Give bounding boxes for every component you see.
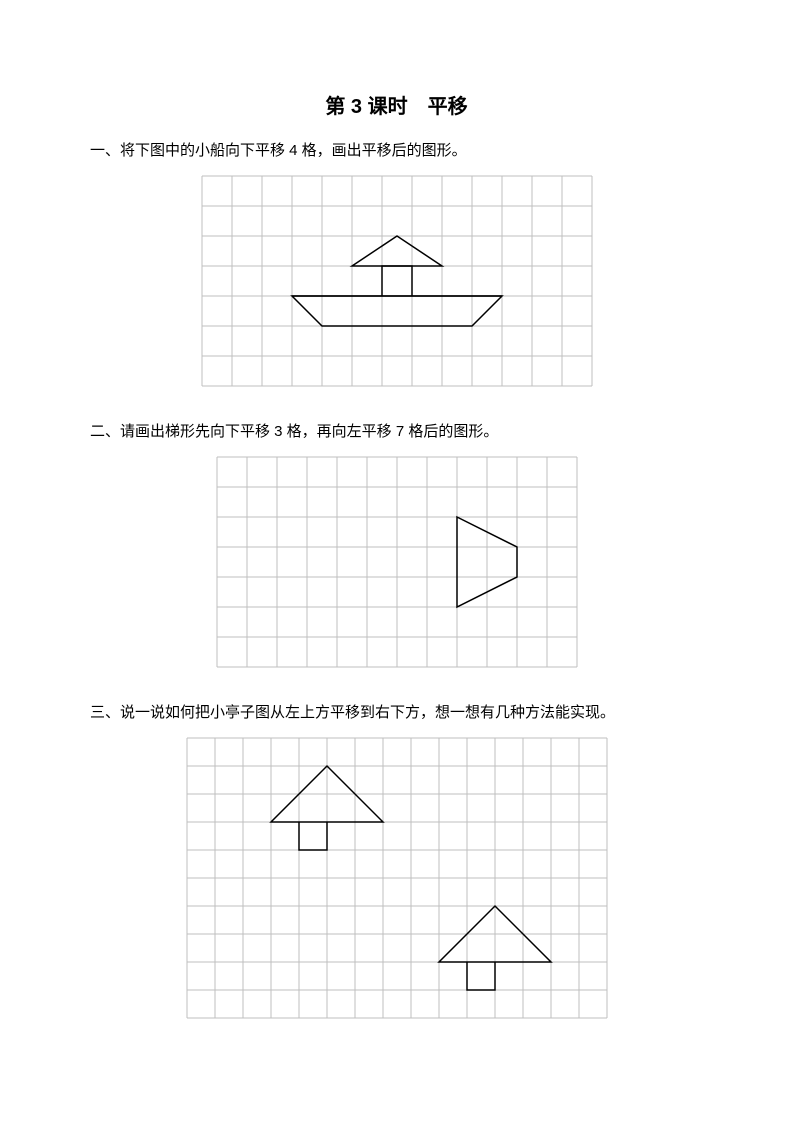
figure-3-wrap bbox=[90, 737, 703, 1024]
figure-1-wrap bbox=[90, 175, 703, 392]
figure-1 bbox=[201, 175, 593, 387]
question-1: 一、将下图中的小船向下平移 4 格，画出平移后的图形。 bbox=[90, 139, 703, 163]
figure-2 bbox=[216, 456, 578, 668]
page-title: 第 3 课时 平移 bbox=[90, 90, 703, 119]
question-2: 二、请画出梯形先向下平移 3 格，再向左平移 7 格后的图形。 bbox=[90, 420, 703, 444]
figure-3 bbox=[186, 737, 608, 1019]
figure-2-wrap bbox=[90, 456, 703, 673]
question-3: 三、说一说如何把小亭子图从左上方平移到右下方，想一想有几种方法能实现。 bbox=[90, 701, 703, 725]
